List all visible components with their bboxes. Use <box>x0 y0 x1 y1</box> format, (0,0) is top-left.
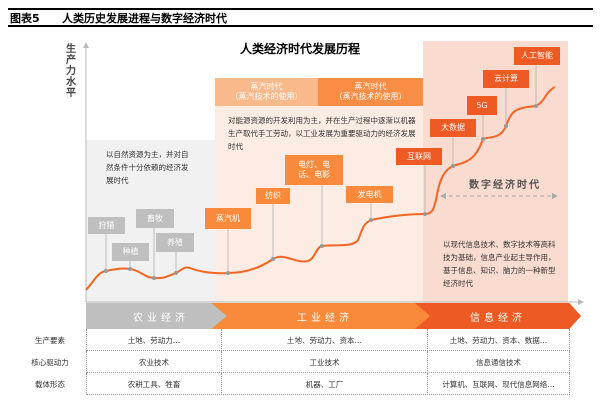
table-row: 农耕工具、牲畜 机器、工厂 计算机、互联网、现代信息网络… <box>86 373 570 395</box>
agri-description: 以自然资源为主，并对自然条件十分依赖的经济发展时代 <box>106 150 189 185</box>
row-label: 生产要素 <box>35 336 65 345</box>
row-label: 核心驱动力 <box>31 358 69 367</box>
milestone-hunting: 狩猎 <box>88 217 125 234</box>
table-cell: 机器、工厂 <box>221 373 427 395</box>
top-rule <box>8 8 593 10</box>
digital-era-label: 数字经济时代 <box>469 180 541 191</box>
table-cell: 计算机、互联网、现代信息网络… <box>427 373 570 395</box>
milestone-ai: 人工智能 <box>514 47 560 65</box>
chart-title: 人类经济时代发展历程 <box>239 42 360 56</box>
band-agri: 农业经济 <box>86 303 236 329</box>
milestone-textile: 纺织 <box>256 188 290 204</box>
milestone-cloud: 云计算 <box>483 70 529 88</box>
curve-points <box>104 104 538 280</box>
table-cell: 工业技术 <box>221 351 427 373</box>
row-label: 载体形态 <box>35 380 65 389</box>
table-cell: 农业技术 <box>86 351 221 373</box>
industrial-description: 对能源资源的开发利用为主，并在生产过程中逐渐以机器生产取代手工劳动，以工业发展为… <box>228 116 416 151</box>
table-cell: 农耕工具、牲畜 <box>86 373 221 395</box>
table-cell: 土地、劳动力… <box>86 329 221 351</box>
table-cell: 土地、劳动力、资本、数据… <box>427 329 570 351</box>
productivity-curve <box>85 86 556 291</box>
milestone-steam-engine: 蒸汽机 <box>205 208 251 229</box>
milestone-internet: 互联网 <box>396 148 442 165</box>
band-info: 信息经济 <box>415 303 581 329</box>
milestone-generator: 发电机 <box>346 186 393 203</box>
y-axis-arrow <box>83 42 89 48</box>
table-cell: 土地、劳动力、资本… <box>221 329 427 351</box>
table-row: 土地、劳动力… 土地、劳动力、资本… 土地、劳动力、资本、数据… <box>86 329 570 351</box>
table-cell: 信息通信技术 <box>427 351 570 373</box>
figure-number: 图表5 <box>10 12 40 25</box>
milestone-planting: 种植 <box>112 243 149 261</box>
sub-era-header-2: 蒸汽时代 （蒸汽技术的使用） <box>318 78 423 106</box>
x-axis-arrow <box>578 299 584 305</box>
info-description: 以现代信息技术、数字技术等高科技为基础，信息产业起主导作用，基于信息、知识、脑力… <box>443 240 556 288</box>
milestone-breeding: 养殖 <box>156 233 194 252</box>
band-industrial: 工业经济 <box>211 303 439 329</box>
milestone-electric: 电灯、电话、电影 <box>285 155 343 185</box>
y-axis-label: 生产力水平 <box>66 44 76 99</box>
figure-title: 人类历史发展进程与数字经济时代 <box>62 12 227 25</box>
header-rule <box>8 25 593 27</box>
leader-lines <box>105 65 537 278</box>
sub-era-header-1: 蒸汽时代 （蒸汽技术的使用） <box>215 78 318 106</box>
milestone-big-data: 大数据 <box>430 119 476 137</box>
milestone-5g: 5G <box>467 96 497 115</box>
table-row: 农业技术 工业技术 信息通信技术 <box>86 351 570 373</box>
milestone-herding: 畜牧 <box>136 209 174 228</box>
